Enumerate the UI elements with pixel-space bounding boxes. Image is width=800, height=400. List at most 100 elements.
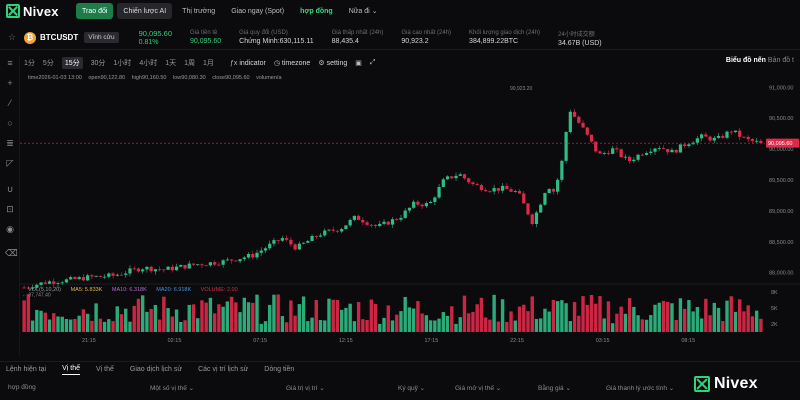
- candle-body: [509, 189, 513, 192]
- timeframe-1mo[interactable]: 1月: [203, 60, 214, 67]
- tab-trade-history[interactable]: Giao dịch lịch sử: [129, 366, 183, 373]
- timeframe-1m[interactable]: 1分: [24, 60, 35, 67]
- crosshair-icon[interactable]: +: [7, 78, 13, 88]
- brand-logo[interactable]: Nivex: [6, 4, 76, 19]
- col-liq-price[interactable]: Giá thanh lý ước tính ⌄: [606, 385, 675, 392]
- tab-cash-flow[interactable]: Dòng tiền: [264, 366, 295, 373]
- pattern-icon[interactable]: ◸: [6, 158, 14, 168]
- fullscreen-button[interactable]: ⤢: [370, 59, 376, 67]
- symbol-name[interactable]: BTCUSDT: [40, 33, 79, 42]
- stat-value: 90,923.2: [401, 38, 429, 45]
- nav-trade[interactable]: Trao đổi: [76, 3, 114, 19]
- candle-body: [259, 250, 263, 253]
- timeframe-1w[interactable]: 1周: [184, 60, 196, 67]
- candle-body: [517, 191, 522, 194]
- candle-body: [733, 130, 738, 133]
- volume-bar: [420, 313, 424, 332]
- candle-body: [399, 217, 403, 220]
- trash-icon[interactable]: ⌫: [5, 248, 18, 258]
- volume-bar: [179, 322, 183, 332]
- candle-body: [602, 153, 606, 154]
- indicator-icon: ƒx: [229, 59, 238, 67]
- candle-body: [52, 281, 56, 284]
- col-entry-price[interactable]: Giá mở vị thế ⌄: [455, 385, 502, 392]
- col-margin[interactable]: Ký quỹ ⌄: [398, 385, 426, 392]
- volume-bar: [407, 307, 412, 332]
- candle-body: [653, 148, 657, 152]
- volume-bar: [187, 304, 191, 332]
- volume-tick-label: 5K: [771, 306, 778, 312]
- x-tick-label: 07:15: [253, 338, 267, 344]
- nav-more[interactable]: Nữa đi ⌄: [343, 3, 384, 19]
- nav-spot[interactable]: Giao ngay (Spot): [231, 7, 285, 15]
- tab-position-history[interactable]: Các vị trí lịch sử: [198, 366, 249, 373]
- volume-bar: [395, 314, 399, 332]
- candle-body: [589, 134, 594, 142]
- setting-label: setting: [326, 59, 348, 67]
- tab-current-orders[interactable]: Lệnh hiện tại: [6, 366, 47, 373]
- timeframe-4h[interactable]: 4小时: [139, 60, 158, 67]
- nav-market[interactable]: Thị trường: [182, 7, 216, 15]
- candle-body: [725, 131, 729, 138]
- volume-bar: [43, 312, 47, 332]
- magnet-icon[interactable]: ∪: [6, 184, 14, 194]
- candle-body: [47, 281, 52, 284]
- volume-bar: [204, 302, 208, 332]
- trend-line-icon[interactable]: ⁄: [9, 98, 11, 108]
- candle-body: [365, 222, 369, 225]
- candle-body: [268, 243, 272, 249]
- legend-high: high90,160.50: [131, 75, 167, 81]
- fib-icon[interactable]: ≣: [6, 138, 14, 148]
- nav-ai-strategy[interactable]: Chiến lược AI: [117, 3, 173, 19]
- tab-positions[interactable]: Vị thế: [62, 365, 80, 375]
- candle-body: [221, 260, 225, 265]
- col-position-size[interactable]: Một số vị thế ⌄: [150, 385, 195, 392]
- candle-body: [191, 263, 196, 265]
- volume-bar: [539, 318, 543, 332]
- candle-body: [568, 111, 572, 133]
- candle-body: [738, 130, 742, 137]
- col-position-value[interactable]: Giá trị vị trí ⌄: [286, 385, 325, 392]
- menu-icon[interactable]: ≡: [7, 58, 13, 68]
- col-break-even[interactable]: Bằng giá ⌄: [538, 385, 571, 392]
- timeframe-5m[interactable]: 5分: [42, 60, 54, 67]
- timezone-button[interactable]: ◷ timezone: [274, 59, 311, 68]
- timeframe-30m[interactable]: 30分: [90, 60, 106, 67]
- view-depth[interactable]: Bản đồ t: [767, 57, 794, 64]
- tab-positions-2[interactable]: Vị thế: [96, 366, 114, 373]
- candle-body: [22, 287, 26, 289]
- stat-24h-high: Giá cao nhất (24h) 90,923.2: [401, 30, 451, 45]
- volume-bar: [153, 305, 158, 332]
- volume-bar: [428, 320, 433, 332]
- indicator-button[interactable]: ƒx indicator: [230, 60, 266, 67]
- circle-icon[interactable]: ○: [7, 118, 13, 128]
- candle-body: [704, 134, 708, 137]
- candle-body: [390, 219, 395, 225]
- volume-bar: [242, 297, 246, 332]
- setting-button[interactable]: ⚙ setting: [318, 59, 348, 68]
- nav-contract[interactable]: hợp đồng: [300, 7, 333, 15]
- screenshot-button[interactable]: ▣: [355, 59, 362, 67]
- candle-body: [729, 131, 733, 133]
- volume-bar: [399, 311, 403, 332]
- candle-body: [492, 188, 496, 192]
- view-candles[interactable]: Biểu đồ nến: [725, 57, 766, 64]
- volume-bar: [170, 316, 175, 332]
- volume-bar: [547, 311, 551, 332]
- candle-body: [670, 149, 674, 153]
- eye-icon[interactable]: ◉: [6, 224, 14, 234]
- timeframe-15m[interactable]: 15分: [61, 57, 83, 69]
- candlestick-chart[interactable]: 91,000.00 90,500.00 90,000.00 89,500.00 89,0…: [20, 70, 800, 355]
- candle-body: [39, 282, 43, 285]
- timeframe-1h[interactable]: 1小时: [113, 60, 132, 67]
- volume-bar: [301, 296, 306, 332]
- favorite-star-icon[interactable]: ☆: [8, 32, 17, 42]
- candle-body: [77, 277, 81, 279]
- volume-tick-label: 8K: [771, 290, 778, 296]
- nav-more-label: Nữa đi: [348, 7, 370, 15]
- candle-body: [357, 215, 361, 220]
- timeframe-1d[interactable]: 1天: [165, 60, 177, 67]
- candle-body: [759, 140, 763, 144]
- volume-bar: [107, 319, 111, 332]
- lock-icon[interactable]: ⊡: [6, 204, 14, 214]
